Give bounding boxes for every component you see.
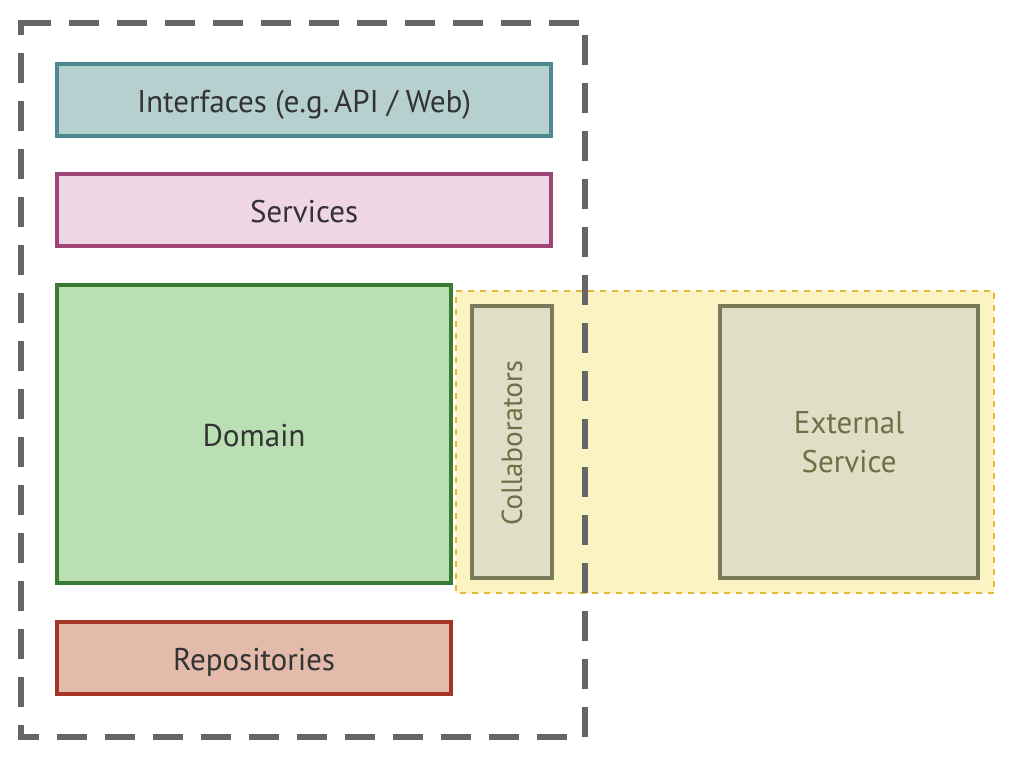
interfaces-box: Interfaces (e.g. API / Web) xyxy=(55,62,553,138)
repositories-box: Repositories xyxy=(55,620,453,696)
domain-box: Domain xyxy=(55,283,453,585)
collaborators-label: Collaborators xyxy=(493,360,531,525)
repositories-label: Repositories xyxy=(173,638,335,679)
services-box: Services xyxy=(55,172,553,248)
diagram-canvas: Interfaces (e.g. API / Web) Services Dom… xyxy=(0,0,1024,771)
collaborators-box: Collaborators xyxy=(470,304,554,580)
interfaces-label: Interfaces (e.g. API / Web) xyxy=(137,80,471,121)
services-label: Services xyxy=(250,190,358,231)
domain-label: Domain xyxy=(203,414,306,455)
external-service-label: External Service xyxy=(794,403,904,481)
external-service-box: External Service xyxy=(718,304,980,580)
